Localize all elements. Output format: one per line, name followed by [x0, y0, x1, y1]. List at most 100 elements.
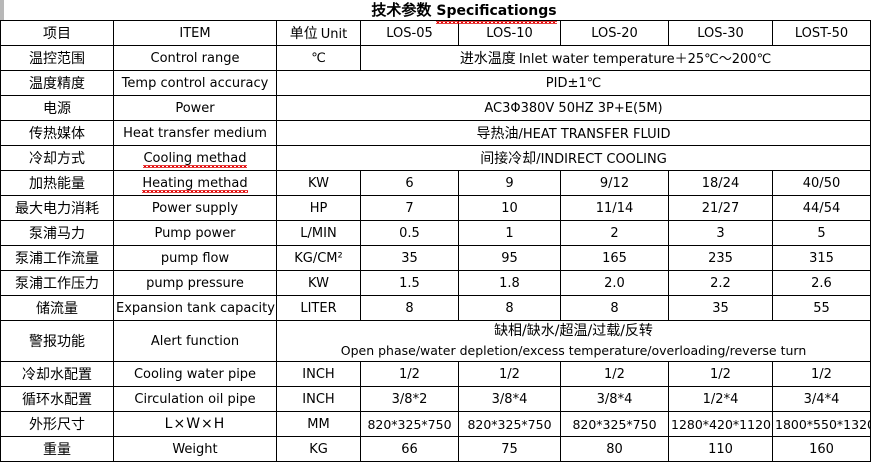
header-unit-cn: 单位 — [289, 26, 318, 42]
row-value: 2.0 — [560, 270, 669, 296]
row-value: 1/2 — [668, 361, 773, 387]
row-value: 95 — [458, 245, 561, 271]
table-row: 泵浦工作流量 pump flow KG/CM² 35 95 165 235 31… — [0, 245, 871, 271]
row-label-en: Circulation oil pipe — [113, 386, 277, 412]
row-value: 40/50 — [772, 170, 871, 196]
row-value: 165 — [560, 245, 669, 271]
row-span-value-en: Inlet water temperature＋25℃～200℃ — [518, 52, 772, 67]
row-value: 2.2 — [668, 270, 773, 296]
row-label-en: Expansion tank capacity — [113, 295, 277, 321]
table-row: 警报功能 Alert function 缺相/缺水/超温/过载/反转 Open … — [0, 320, 871, 362]
row-label-en: Cooling water pipe — [113, 361, 277, 387]
row-value: 80 — [560, 436, 669, 462]
row-label-en: Alert function — [113, 320, 277, 362]
row-value: 3/8*4 — [458, 386, 561, 412]
row-value: 18/24 — [668, 170, 773, 196]
row-value: 3/8*2 — [360, 386, 459, 412]
row-label-en: Power supply — [113, 195, 277, 221]
row-value: 1280*420*1120 — [668, 411, 773, 437]
row-value: 820*325*750 — [560, 411, 669, 437]
row-value: 10 — [458, 195, 561, 221]
row-label-cn: 泵浦工作压力 — [0, 270, 114, 296]
row-label-en: Pump power — [113, 220, 277, 246]
page-title: 技术参数 Specificationgs — [0, 0, 873, 24]
row-label-cn: 外形尺寸 — [0, 411, 114, 437]
header-model-5: LOST-50 — [772, 20, 871, 46]
row-label-cn: 冷却方式 — [0, 145, 114, 171]
row-span-value-cn: 导热油 — [476, 126, 519, 142]
row-value: 3/8*4 — [560, 386, 669, 412]
row-unit: ℃ — [276, 45, 361, 71]
table-row: 冷却方式 Cooling methad 间接冷却/INDIRECT COOLIN… — [0, 145, 871, 171]
row-label-en: Power — [113, 95, 277, 121]
left-gutter-strip — [0, 0, 4, 20]
table-row: 泵浦工作压力 pump pressure KW 1.5 1.8 2.0 2.2 … — [0, 270, 871, 296]
row-value: 1/2 — [772, 361, 871, 387]
header-model-4: LOS-30 — [668, 20, 773, 46]
row-span-value-en: /HEAT TRANSFER FLUID — [518, 127, 671, 142]
row-value: 1800*550*1320 — [772, 411, 871, 437]
row-unit: KG — [276, 436, 361, 462]
row-unit: INCH — [276, 386, 361, 412]
header-model-3: LOS-20 — [560, 20, 669, 46]
row-value: 820*325*750 — [458, 411, 561, 437]
header-unit-en: Unit — [320, 27, 348, 42]
row-label-cn: 警报功能 — [0, 320, 114, 362]
row-value: 8 — [360, 295, 459, 321]
row-value: 2 — [560, 220, 669, 246]
row-unit: L/MIN — [276, 220, 361, 246]
row-value: 6 — [360, 170, 459, 196]
table-row: 重量 Weight KG 66 75 80 110 160 — [0, 436, 871, 462]
row-value: 8 — [458, 295, 561, 321]
row-label-cn: 电源 — [0, 95, 114, 121]
table-row: 加热能量 Heating methad KW 6 9 9/12 18/24 40… — [0, 170, 871, 196]
row-label-en-text: Cooling methad — [143, 150, 247, 168]
row-value: 1.5 — [360, 270, 459, 296]
row-value: 66 — [360, 436, 459, 462]
row-label-cn: 温度精度 — [0, 70, 114, 96]
row-label-cn: 加热能量 — [0, 170, 114, 196]
table-row: 外形尺寸 L×W×H MM 820*325*750 820*325*750 82… — [0, 411, 871, 437]
row-value: 1/2*4 — [668, 386, 773, 412]
row-value: 2.6 — [772, 270, 871, 296]
table-row: 储流量 Expansion tank capacity LITER 8 8 8 … — [0, 295, 871, 321]
row-value: 21/27 — [668, 195, 773, 221]
row-value: 1.8 — [458, 270, 561, 296]
header-model-1: LOS-05 — [360, 20, 459, 46]
row-value: 1/2 — [458, 361, 561, 387]
header-item-cn: 项目 — [0, 20, 114, 46]
row-value: 55 — [772, 295, 871, 321]
row-value: 7 — [360, 195, 459, 221]
row-value: 0.5 — [360, 220, 459, 246]
row-span-value: PID±1℃ — [276, 70, 871, 96]
row-label-cn: 传热媒体 — [0, 120, 114, 146]
table-row: 电源 Power AC3Φ380V 50HZ 3P+E(5M) — [0, 95, 871, 121]
specifications-table: 项目 ITEM 单位 Unit LOS-05 LOS-10 LOS-20 LOS-… — [0, 20, 871, 462]
row-label-en-text: Heating methad — [142, 175, 248, 193]
table-row: 循环水配置 Circulation oil pipe INCH 3/8*2 3/… — [0, 386, 871, 412]
row-unit: LITER — [276, 295, 361, 321]
row-span-value: 导热油/HEAT TRANSFER FLUID — [276, 120, 871, 146]
row-value: 35 — [360, 245, 459, 271]
row-label-cn: 温控范围 — [0, 45, 114, 71]
table-header-row: 项目 ITEM 单位 Unit LOS-05 LOS-10 LOS-20 LOS-… — [0, 20, 871, 46]
row-unit: KW — [276, 170, 361, 196]
row-label-cn: 储流量 — [0, 295, 114, 321]
table-row: 最大电力消耗 Power supply HP 7 10 11/14 21/27 … — [0, 195, 871, 221]
table-row: 传热媒体 Heat transfer medium 导热油/HEAT TRANS… — [0, 120, 871, 146]
row-value: 11/14 — [560, 195, 669, 221]
row-label-cn: 泵浦马力 — [0, 220, 114, 246]
row-label-cn: 冷却水配置 — [0, 361, 114, 387]
row-unit: KW — [276, 270, 361, 296]
row-label-cn: 最大电力消耗 — [0, 195, 114, 221]
row-label-cn: 重量 — [0, 436, 114, 462]
row-value: 1 — [458, 220, 561, 246]
alert-text-en: Open phase/water depletion/excess temper… — [340, 343, 807, 358]
row-value: 5 — [772, 220, 871, 246]
table-row: 温度精度 Temp control accuracy PID±1℃ — [0, 70, 871, 96]
row-value: 35 — [668, 295, 773, 321]
row-unit: INCH — [276, 361, 361, 387]
row-label-en: pump pressure — [113, 270, 277, 296]
row-label-en: L×W×H — [113, 411, 277, 437]
row-label-en: Temp control accuracy — [113, 70, 277, 96]
